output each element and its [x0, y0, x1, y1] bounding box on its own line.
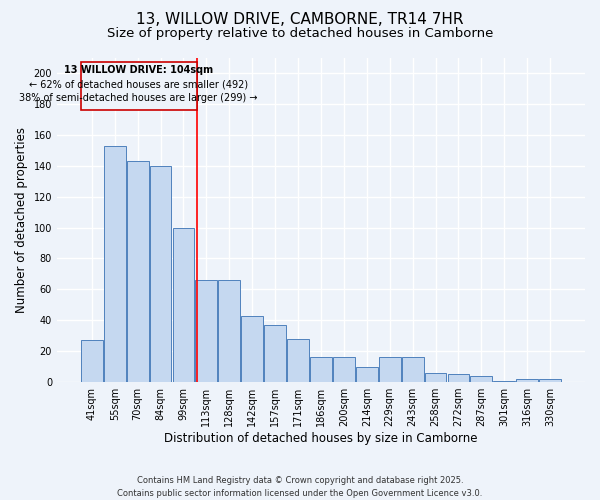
Y-axis label: Number of detached properties: Number of detached properties [15, 127, 28, 313]
Bar [310, 358, 332, 382]
Bar [81, 340, 103, 382]
Bar [379, 358, 401, 382]
Bar [402, 358, 424, 382]
Bar [356, 366, 377, 382]
Bar [241, 316, 263, 382]
Bar [287, 339, 309, 382]
Bar [493, 380, 515, 382]
Bar [264, 325, 286, 382]
Text: 13 WILLOW DRIVE: 104sqm: 13 WILLOW DRIVE: 104sqm [64, 65, 213, 75]
Bar [196, 280, 217, 382]
Bar [425, 373, 446, 382]
Text: Contains HM Land Registry data © Crown copyright and database right 2025.
Contai: Contains HM Land Registry data © Crown c… [118, 476, 482, 498]
Text: Size of property relative to detached houses in Camborne: Size of property relative to detached ho… [107, 28, 493, 40]
Bar [81, 62, 197, 110]
Bar [104, 146, 125, 382]
Bar [539, 379, 561, 382]
Bar [448, 374, 469, 382]
Bar [517, 379, 538, 382]
Text: 13, WILLOW DRIVE, CAMBORNE, TR14 7HR: 13, WILLOW DRIVE, CAMBORNE, TR14 7HR [136, 12, 464, 28]
X-axis label: Distribution of detached houses by size in Camborne: Distribution of detached houses by size … [164, 432, 478, 445]
Bar [149, 166, 172, 382]
Text: ← 62% of detached houses are smaller (492): ← 62% of detached houses are smaller (49… [29, 79, 248, 89]
Bar [470, 376, 492, 382]
Bar [333, 358, 355, 382]
Bar [127, 161, 149, 382]
Bar [218, 280, 240, 382]
Text: 38% of semi-detached houses are larger (299) →: 38% of semi-detached houses are larger (… [19, 93, 258, 103]
Bar [173, 228, 194, 382]
